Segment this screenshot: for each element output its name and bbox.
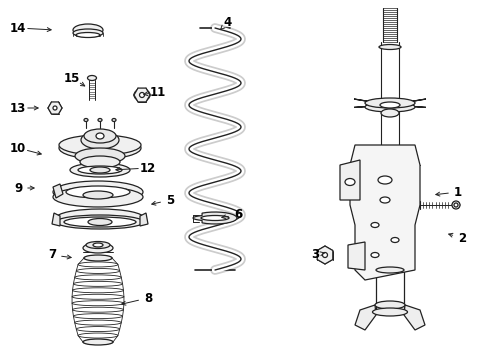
Polygon shape [52,213,60,226]
Ellipse shape [80,156,120,168]
Ellipse shape [73,307,123,312]
Ellipse shape [81,131,119,149]
Text: 12: 12 [140,162,156,175]
Ellipse shape [112,118,116,122]
Ellipse shape [380,197,390,203]
Ellipse shape [59,135,141,155]
Ellipse shape [376,267,404,273]
Ellipse shape [53,181,143,203]
Ellipse shape [380,102,400,108]
Text: 2: 2 [458,231,466,244]
Ellipse shape [74,314,122,319]
Ellipse shape [74,320,122,325]
Ellipse shape [83,339,113,345]
Polygon shape [134,88,150,102]
Ellipse shape [72,294,124,299]
Polygon shape [390,99,426,107]
Ellipse shape [378,176,392,184]
Ellipse shape [74,275,122,280]
Ellipse shape [74,282,122,286]
Ellipse shape [70,163,130,177]
Ellipse shape [319,249,330,260]
Ellipse shape [379,45,401,49]
Ellipse shape [72,301,124,306]
Ellipse shape [365,102,415,112]
Ellipse shape [372,308,408,316]
Ellipse shape [84,129,116,143]
Ellipse shape [53,187,143,207]
Text: 7: 7 [48,248,56,261]
Text: 5: 5 [166,194,174,207]
Ellipse shape [88,219,112,225]
Ellipse shape [73,288,123,293]
Ellipse shape [140,93,145,98]
Ellipse shape [76,269,120,274]
Ellipse shape [84,118,88,122]
Text: 4: 4 [224,15,232,28]
Ellipse shape [134,89,150,101]
Ellipse shape [53,106,57,110]
Ellipse shape [322,252,327,257]
Ellipse shape [90,167,110,173]
Ellipse shape [56,215,144,229]
Ellipse shape [83,339,113,345]
Ellipse shape [86,242,110,248]
Ellipse shape [78,262,118,267]
Ellipse shape [83,191,113,199]
Polygon shape [140,213,148,226]
Ellipse shape [78,166,122,174]
Text: 14: 14 [10,22,26,35]
Polygon shape [354,99,390,107]
Ellipse shape [452,201,460,209]
Text: 9: 9 [14,181,22,194]
Ellipse shape [96,133,104,139]
Text: 10: 10 [10,141,26,154]
Ellipse shape [365,98,415,108]
Text: 8: 8 [144,292,152,305]
Ellipse shape [391,238,399,243]
Ellipse shape [83,243,113,253]
Polygon shape [340,160,360,200]
Polygon shape [355,305,376,330]
Ellipse shape [73,24,103,36]
Ellipse shape [199,214,231,222]
Ellipse shape [84,255,112,261]
Ellipse shape [84,256,112,261]
Ellipse shape [78,333,118,338]
Ellipse shape [454,203,458,207]
Polygon shape [404,305,425,330]
Text: 11: 11 [150,85,166,99]
Text: 3: 3 [311,248,319,261]
Ellipse shape [59,137,141,159]
Ellipse shape [50,103,60,113]
Ellipse shape [201,216,229,220]
Text: 1: 1 [454,185,462,198]
Polygon shape [317,246,333,264]
Ellipse shape [93,243,103,247]
Ellipse shape [345,179,355,185]
Ellipse shape [88,76,97,81]
Polygon shape [350,145,420,280]
Ellipse shape [75,148,125,164]
Polygon shape [48,102,62,114]
Polygon shape [193,212,237,224]
Ellipse shape [56,209,144,227]
Ellipse shape [375,301,405,309]
Ellipse shape [381,109,399,117]
Text: 13: 13 [10,102,26,114]
Ellipse shape [66,186,130,198]
Ellipse shape [73,29,103,37]
Text: 6: 6 [234,208,242,221]
Text: 15: 15 [64,72,80,85]
Ellipse shape [98,118,102,122]
Polygon shape [53,184,63,198]
Polygon shape [348,242,365,270]
Ellipse shape [64,217,136,227]
Ellipse shape [371,222,379,228]
Ellipse shape [76,327,120,332]
Ellipse shape [76,32,100,37]
Ellipse shape [371,252,379,257]
